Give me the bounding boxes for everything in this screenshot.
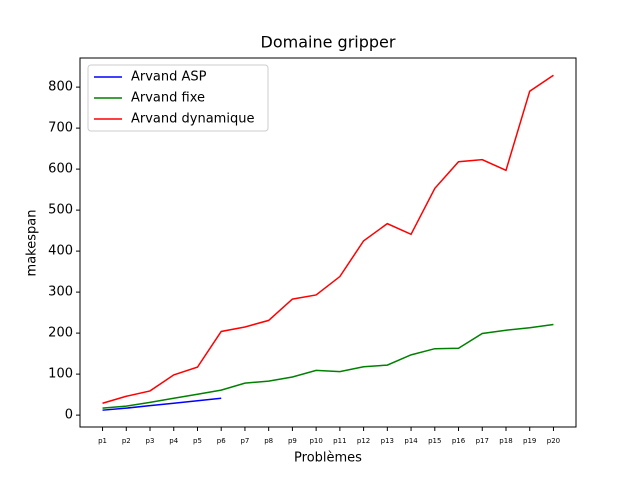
chart-title: Domaine gripper — [261, 33, 396, 52]
x-tick-label: p2 — [122, 437, 131, 445]
y-tick-label: 700 — [48, 121, 73, 136]
x-tick-label: p15 — [428, 437, 441, 445]
x-tick-label: p9 — [288, 437, 297, 445]
x-tick-label: p6 — [217, 437, 226, 445]
x-tick-label: p10 — [309, 437, 322, 445]
x-tick-label: p5 — [193, 437, 202, 445]
y-tick-label: 200 — [48, 326, 73, 341]
x-tick-label: p20 — [547, 437, 560, 445]
x-tick-label: p18 — [499, 437, 512, 445]
x-tick-label: p13 — [381, 437, 394, 445]
legend-box — [87, 64, 269, 132]
x-tick-label: p1 — [98, 437, 107, 445]
y-tick-label: 600 — [48, 162, 73, 177]
x-tick-label: p17 — [476, 437, 489, 445]
x-tick-label: p16 — [452, 437, 466, 445]
line-series — [102, 323, 554, 409]
x-tick-label: p14 — [404, 437, 418, 445]
y-tick-label: 0 — [65, 408, 73, 423]
x-tick-label: p7 — [240, 437, 249, 445]
plot-frame — [79, 57, 577, 428]
legend-label: Arvand ASP — [131, 70, 207, 85]
legend-label: Arvand dynamique — [131, 112, 254, 127]
x-tick-label: p12 — [357, 437, 370, 445]
y-tick-label: 400 — [48, 244, 73, 259]
x-tick-label: p4 — [169, 437, 178, 445]
line-series — [102, 397, 222, 411]
y-tick-label: 800 — [48, 80, 73, 95]
x-tick-label: p19 — [523, 437, 536, 445]
x-tick-label: p8 — [264, 437, 273, 445]
y-tick-label: 300 — [48, 285, 73, 300]
x-tick-label: p11 — [333, 437, 346, 445]
y-tick-label: 500 — [48, 203, 73, 218]
y-axis-label: makespan — [25, 210, 40, 277]
legend-label: Arvand fixe — [131, 91, 205, 106]
line-series — [102, 74, 554, 404]
x-tick-label: p3 — [146, 437, 155, 445]
x-axis-label: Problèmes — [294, 451, 362, 466]
y-tick-label: 100 — [48, 367, 73, 382]
